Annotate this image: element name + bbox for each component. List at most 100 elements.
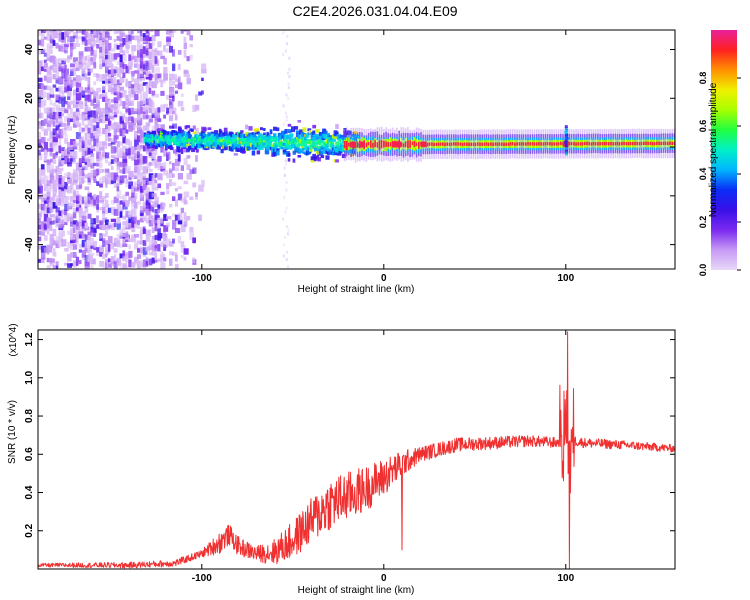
snr-frame (37, 329, 676, 570)
heatmap-cell (263, 132, 266, 136)
heatmap-cell (125, 78, 129, 87)
heatmap-cell (75, 262, 79, 266)
heatmap-cell (269, 129, 273, 135)
heatmap-cell (84, 132, 88, 141)
heatmap-cell (72, 104, 79, 108)
heatmap-cell (55, 151, 58, 156)
heatmap-cell (113, 39, 117, 43)
heatmap-cell (333, 150, 338, 156)
heatmap-cell (67, 241, 72, 249)
heatmap-cell (148, 116, 153, 123)
heatmap-cell (166, 189, 170, 195)
heatmap-cell (325, 146, 329, 149)
heatmap-cell (78, 243, 85, 249)
heatmap-cell (99, 191, 103, 199)
heatmap-cell (102, 141, 107, 146)
heatmap-cell (468, 142, 470, 146)
heatmap-cell (632, 141, 634, 146)
heatmap-cell (55, 87, 61, 92)
heatmap-cell (96, 168, 100, 176)
heatmap-cell (90, 44, 94, 51)
x-tick-label: 100 (557, 273, 574, 284)
heatmap-cell (87, 196, 93, 204)
heatmap-cell (294, 146, 298, 152)
heatmap-cell (78, 174, 82, 183)
heatmap-cell (102, 107, 108, 113)
heatmap-cell (107, 133, 112, 137)
heatmap-cell (116, 87, 122, 93)
heatmap-cell (122, 72, 126, 78)
heatmap-cell (72, 226, 76, 233)
heatmap-cell (148, 59, 153, 67)
heatmap-cell (194, 134, 198, 139)
heatmap-cell (70, 142, 74, 150)
heatmap-cell (43, 107, 47, 114)
heatmap-cell (204, 137, 208, 142)
heatmap-cell (258, 133, 263, 138)
heatmap-cell (131, 45, 137, 52)
heatmap-cell (142, 178, 147, 184)
heatmap-cell (75, 142, 81, 146)
heatmap-cell (155, 142, 158, 146)
heatmap-cell (186, 173, 192, 180)
heatmap-cell (172, 107, 177, 115)
heatmap-cell (148, 169, 153, 173)
heatmap-cell (70, 30, 74, 33)
heatmap-cell (137, 240, 142, 245)
heatmap-cell (238, 133, 242, 138)
heatmap-cell (102, 195, 107, 200)
heatmap-cell (102, 224, 106, 231)
heatmap-cell (96, 44, 100, 49)
heatmap-cell (385, 141, 387, 147)
heatmap-cell (61, 200, 65, 207)
heatmap-cell (153, 134, 157, 138)
heatmap-cell (38, 149, 41, 156)
heatmap-cell (93, 128, 98, 135)
heatmap-cell (189, 54, 193, 61)
heatmap-cell (38, 168, 43, 176)
heatmap-cell (266, 141, 271, 146)
heatmap-cell (46, 251, 50, 255)
heatmap-cell (46, 148, 51, 152)
heatmap-cell (122, 129, 125, 138)
heatmap-cell (292, 144, 296, 148)
heatmap-cell (93, 218, 96, 225)
heatmap-cell (52, 152, 56, 159)
heatmap-cell (46, 66, 52, 71)
heatmap-cell (189, 169, 195, 174)
heatmap-cell (40, 220, 44, 229)
heatmap-cell (102, 175, 107, 181)
heatmap-cell (102, 217, 108, 223)
heatmap-cell (58, 76, 64, 84)
heatmap-cell (446, 142, 448, 146)
heatmap-cell (195, 104, 200, 111)
heatmap-cell (218, 132, 222, 137)
heatmap-cell (81, 149, 86, 157)
heatmap-cell (174, 90, 179, 94)
heatmap-cell (154, 259, 158, 263)
heatmap-cell (139, 262, 145, 267)
heatmap-cell (166, 107, 170, 114)
heatmap-cell (78, 91, 82, 97)
heatmap-cell (128, 108, 131, 116)
heatmap-cell (122, 135, 126, 144)
heatmap-cell (55, 172, 59, 176)
heatmap-cell (151, 257, 155, 264)
heatmap-cell (61, 150, 67, 159)
heatmap-cell (145, 229, 151, 237)
heatmap-cell (107, 63, 114, 69)
heatmap-cell (142, 259, 149, 267)
heatmap-cell (90, 110, 96, 118)
heatmap-cell (75, 60, 80, 68)
heatmap-cell (110, 179, 116, 184)
heatmap-cell (522, 142, 525, 146)
heatmap-cell (87, 254, 93, 262)
heatmap-cell (196, 149, 199, 153)
heatmap-cell (263, 138, 266, 143)
heatmap-cell (116, 216, 121, 224)
heatmap-cell (52, 30, 56, 32)
heatmap-cell (55, 220, 59, 228)
heatmap-cell (148, 173, 154, 181)
heatmap-cell (134, 125, 140, 129)
heatmap-cell (41, 22, 46, 27)
